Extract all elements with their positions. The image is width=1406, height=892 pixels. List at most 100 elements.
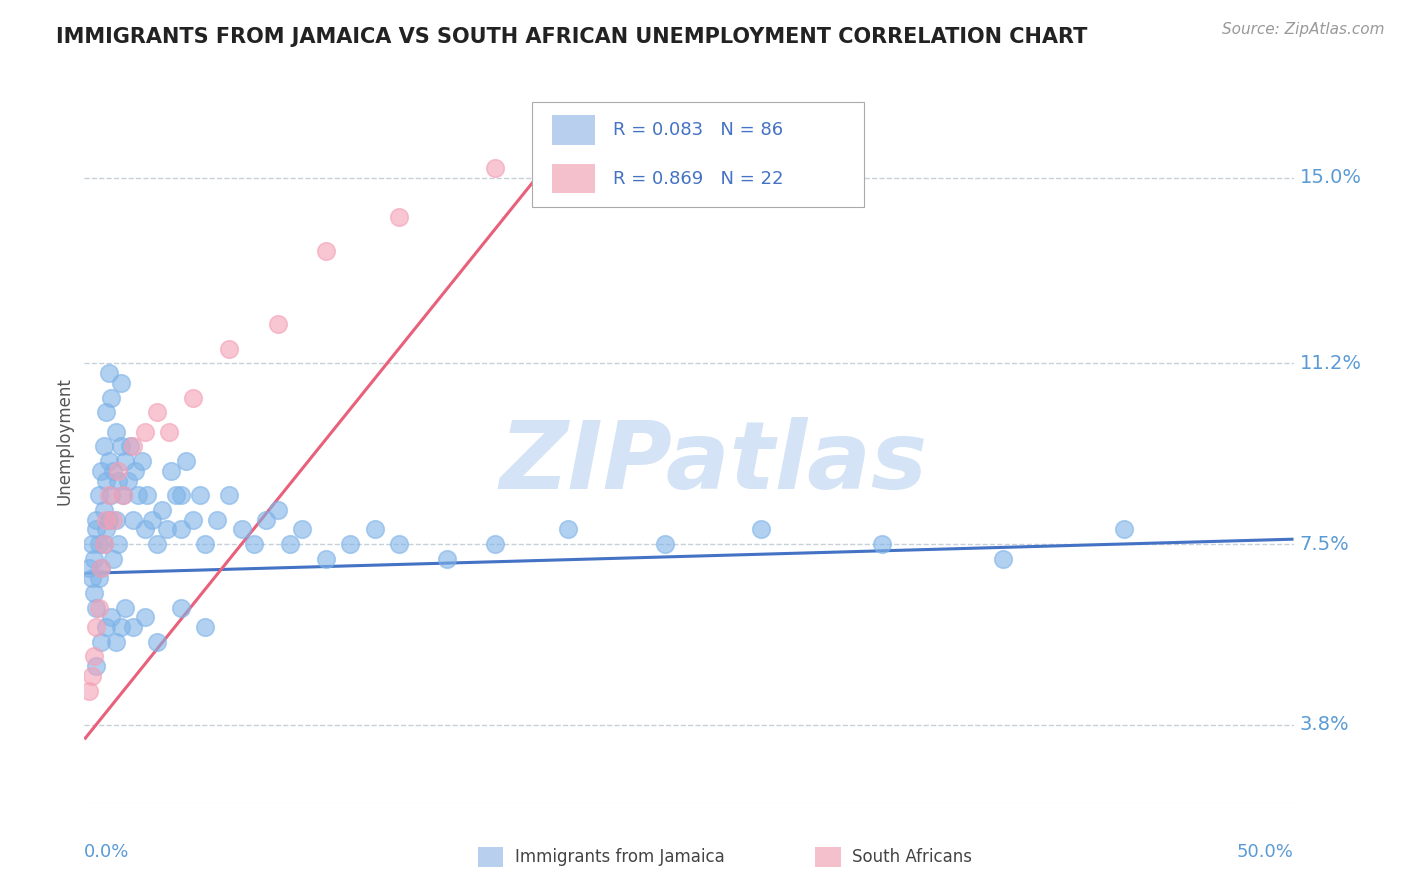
Point	[94, 405, 117, 419]
Point	[150, 503, 173, 517]
Point	[114, 600, 136, 615]
Text: R = 0.083   N = 86: R = 0.083 N = 86	[613, 121, 783, 139]
Point	[83, 649, 105, 664]
Point	[388, 537, 411, 551]
Point	[136, 488, 159, 502]
Point	[155, 523, 177, 537]
Point	[94, 513, 117, 527]
Point	[80, 669, 103, 683]
Point	[121, 620, 143, 634]
Point	[77, 683, 100, 698]
Point	[80, 537, 103, 551]
Point	[80, 571, 103, 585]
Point	[104, 513, 127, 527]
Point	[157, 425, 180, 439]
Point	[86, 523, 108, 537]
Point	[104, 634, 127, 648]
Point	[87, 537, 110, 551]
Point	[278, 537, 301, 551]
Point	[77, 561, 100, 575]
Point	[86, 620, 108, 634]
Point	[315, 551, 337, 566]
Point	[100, 488, 122, 502]
Point	[146, 405, 169, 419]
Point	[267, 503, 290, 517]
Point	[83, 551, 105, 566]
Point	[103, 513, 125, 527]
Point	[484, 161, 506, 176]
Point	[315, 244, 337, 259]
Point	[141, 513, 163, 527]
Point	[107, 537, 129, 551]
Point	[134, 610, 156, 624]
Point	[194, 620, 217, 634]
Point	[1114, 523, 1136, 537]
Point	[181, 391, 204, 405]
Point	[110, 376, 132, 390]
Point	[93, 537, 115, 551]
FancyBboxPatch shape	[553, 164, 595, 194]
Point	[97, 488, 120, 502]
Text: 0.0%: 0.0%	[84, 843, 129, 861]
Text: Immigrants from Jamaica: Immigrants from Jamaica	[515, 848, 724, 866]
Point	[94, 620, 117, 634]
Point	[94, 474, 117, 488]
Point	[97, 366, 120, 380]
Point	[112, 488, 135, 502]
Text: R = 0.869   N = 22: R = 0.869 N = 22	[613, 169, 783, 187]
Point	[134, 425, 156, 439]
Point	[436, 551, 458, 566]
Point	[170, 488, 193, 502]
FancyBboxPatch shape	[553, 115, 595, 145]
Text: 7.5%: 7.5%	[1299, 534, 1350, 554]
Point	[131, 454, 153, 468]
Text: ZIPatlas: ZIPatlas	[499, 417, 927, 509]
Point	[484, 537, 506, 551]
Point	[654, 537, 676, 551]
Point	[86, 600, 108, 615]
Point	[107, 474, 129, 488]
Point	[218, 342, 240, 356]
Point	[134, 523, 156, 537]
Point	[751, 523, 773, 537]
Point	[872, 537, 894, 551]
Point	[174, 454, 197, 468]
Point	[110, 439, 132, 453]
Point	[87, 600, 110, 615]
Point	[90, 634, 112, 648]
Point	[231, 523, 253, 537]
Point	[86, 659, 108, 673]
Point	[103, 551, 125, 566]
Point	[93, 439, 115, 453]
Point	[107, 464, 129, 478]
Y-axis label: Unemployment: Unemployment	[55, 377, 73, 506]
Point	[100, 391, 122, 405]
Point	[103, 464, 125, 478]
Point	[112, 488, 135, 502]
Point	[121, 439, 143, 453]
Point	[291, 523, 314, 537]
Point	[110, 620, 132, 634]
Point	[127, 488, 149, 502]
Point	[93, 503, 115, 517]
Point	[557, 523, 579, 537]
Point	[94, 523, 117, 537]
Point	[363, 523, 385, 537]
Point	[87, 571, 110, 585]
Point	[170, 523, 193, 537]
Point	[121, 513, 143, 527]
Point	[114, 454, 136, 468]
Point	[207, 513, 229, 527]
Point	[339, 537, 361, 551]
Text: IMMIGRANTS FROM JAMAICA VS SOUTH AFRICAN UNEMPLOYMENT CORRELATION CHART: IMMIGRANTS FROM JAMAICA VS SOUTH AFRICAN…	[56, 27, 1088, 46]
Point	[90, 561, 112, 575]
Point	[117, 474, 139, 488]
Point	[242, 537, 264, 551]
Point	[190, 488, 212, 502]
Point	[254, 513, 277, 527]
Point	[165, 488, 187, 502]
Point	[83, 586, 105, 600]
Text: 3.8%: 3.8%	[1299, 715, 1350, 734]
Text: 11.2%: 11.2%	[1299, 354, 1361, 373]
Point	[104, 425, 127, 439]
